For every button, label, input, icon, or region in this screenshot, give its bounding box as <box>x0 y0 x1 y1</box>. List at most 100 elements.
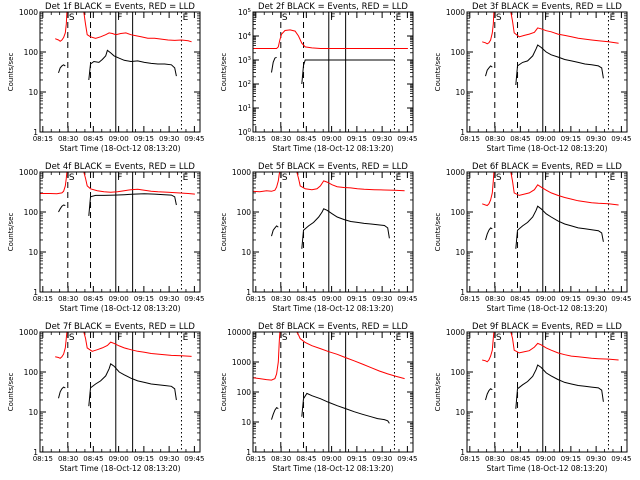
events-series-line <box>88 49 177 81</box>
events-series-line <box>301 392 390 424</box>
y-axis-label: Counts/sec <box>220 373 228 412</box>
detector-panel-5: Det 5f BLACK = Events, RED = LLD Counts/s… <box>220 162 417 313</box>
y-tick-label: 104 <box>238 32 252 41</box>
x-tick-label: 08:30 <box>271 135 291 143</box>
x-tick-label: 09:45 <box>611 295 631 303</box>
x-tick-label: 09:45 <box>397 455 417 463</box>
x-tick-label: 08:45 <box>296 295 316 303</box>
panel-title: Det 3f BLACK = Events, RED = LLD <box>472 2 622 12</box>
marker-label: S <box>496 333 502 343</box>
lld-series-line <box>55 12 192 43</box>
y-tick-label: 1 <box>246 448 251 457</box>
panel-title: Det 8f BLACK = Events, RED = LLD <box>258 322 408 332</box>
y-tick-label: 1 <box>33 128 38 137</box>
detector-panel-6: Det 6f BLACK = Events, RED = LLD Counts/s… <box>434 162 631 313</box>
x-tick-label: 09:45 <box>611 135 631 143</box>
x-tick-label: 09:00 <box>322 295 342 303</box>
lld-series-line <box>253 332 405 381</box>
marker-label: S <box>69 13 75 23</box>
y-tick-label: 100 <box>237 388 252 397</box>
x-tick-label: 09:45 <box>397 135 417 143</box>
x-tick-label: 09:15 <box>134 455 154 463</box>
x-tick-label: 09:00 <box>322 455 342 463</box>
marker-label: E <box>396 333 402 343</box>
marker-label: F <box>330 173 335 183</box>
marker-label: E <box>610 333 616 343</box>
marker-label: F <box>117 173 122 183</box>
x-tick-label: 08:30 <box>271 455 291 463</box>
events-series-line <box>58 204 66 213</box>
x-tick-label: 09:00 <box>536 455 556 463</box>
x-axis-label: Start Time (18-Oct-12 08:13:20) <box>272 304 393 313</box>
events-series-line <box>58 386 66 399</box>
x-tick-label: 08:15 <box>246 455 266 463</box>
events-series-line <box>271 225 279 237</box>
lld-series-line <box>482 12 619 45</box>
y-tick-label: 10 <box>455 88 465 97</box>
y-tick-label: 1 <box>33 448 38 457</box>
x-tick-label: 09:15 <box>561 135 581 143</box>
y-tick-label: 10 <box>241 248 251 257</box>
plot-frame <box>252 331 414 453</box>
x-tick-label: 08:15 <box>33 295 53 303</box>
detector-panel-8: Det 8f BLACK = Events, RED = LLD Counts/s… <box>220 322 417 473</box>
x-tick-label: 09:30 <box>372 295 392 303</box>
panel-title: Det 5f BLACK = Events, RED = LLD <box>258 162 408 172</box>
x-tick-label: 09:45 <box>184 455 204 463</box>
detector-panel-9: Det 9f BLACK = Events, RED = LLD Counts/s… <box>434 322 631 473</box>
events-series-line <box>301 208 390 249</box>
marker-label: E <box>396 173 402 183</box>
x-tick-label: 08:45 <box>510 455 530 463</box>
x-tick-label: 08:15 <box>246 295 266 303</box>
x-tick-label: 09:15 <box>561 295 581 303</box>
marker-label: S <box>282 333 288 343</box>
events-series-line <box>58 64 66 74</box>
y-tick-label: 100 <box>451 208 466 217</box>
x-tick-label: 09:30 <box>372 135 392 143</box>
x-tick-label: 08:45 <box>510 295 530 303</box>
events-series-line <box>485 388 493 401</box>
y-tick-label: 1000 <box>232 168 251 177</box>
marker-label: E <box>610 13 616 23</box>
marker-label: F <box>117 333 122 343</box>
y-tick-label: 10 <box>28 248 38 257</box>
detector-panel-2: Det 2f BLACK = Events, RED = LLD Counts/s… <box>220 2 417 153</box>
x-tick-label: 08:15 <box>460 295 480 303</box>
lld-series-line <box>253 29 408 49</box>
x-tick-label: 09:15 <box>134 135 154 143</box>
y-tick-label: 1 <box>460 128 465 137</box>
y-tick-label: 1000 <box>446 168 465 177</box>
marker-label: F <box>117 13 122 23</box>
x-tick-label: 08:30 <box>485 135 505 143</box>
y-tick-label: 1000 <box>19 328 38 337</box>
marker-label: S <box>282 173 288 183</box>
x-tick-label: 09:30 <box>586 135 606 143</box>
panel-title: Det 7f BLACK = Events, RED = LLD <box>45 322 195 332</box>
events-series-line <box>88 193 177 216</box>
x-tick-label: 08:15 <box>460 135 480 143</box>
marker-label: E <box>396 13 402 23</box>
panel-title: Det 2f BLACK = Events, RED = LLD <box>258 2 408 12</box>
x-tick-label: 09:15 <box>561 455 581 463</box>
x-tick-label: 08:30 <box>58 455 78 463</box>
events-series-line <box>271 56 277 73</box>
x-tick-label: 09:00 <box>536 295 556 303</box>
x-tick-label: 08:45 <box>510 135 530 143</box>
plot-frame <box>466 331 628 453</box>
events-series-line <box>301 59 395 85</box>
x-tick-label: 08:30 <box>271 295 291 303</box>
x-tick-label: 09:00 <box>109 135 129 143</box>
marker-label: S <box>496 13 502 23</box>
y-axis-label: Counts/sec <box>434 53 442 92</box>
y-tick-label: 1 <box>460 448 465 457</box>
x-tick-label: 09:15 <box>347 135 367 143</box>
x-tick-label: 09:30 <box>586 455 606 463</box>
x-tick-label: 09:00 <box>536 135 556 143</box>
plot-frame <box>39 11 201 133</box>
x-tick-label: 09:15 <box>134 295 154 303</box>
y-axis-label: Counts/sec <box>7 373 15 412</box>
x-tick-label: 09:45 <box>184 135 204 143</box>
x-tick-label: 09:00 <box>109 455 129 463</box>
y-tick-label: 100 <box>24 368 39 377</box>
x-axis-label: Start Time (18-Oct-12 08:13:20) <box>272 464 393 473</box>
